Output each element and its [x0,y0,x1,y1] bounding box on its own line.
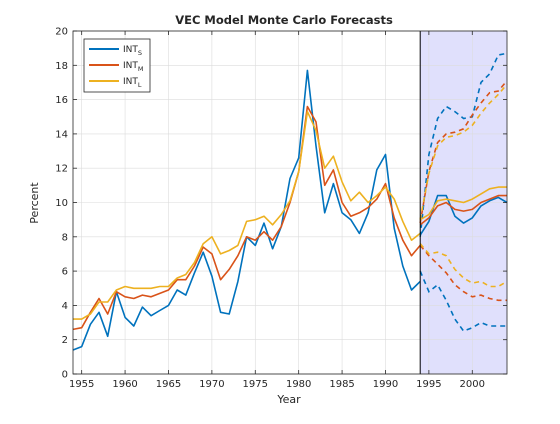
forecast-upper-int-m [419,80,508,224]
legend-entry-int-s: INTS [89,45,142,57]
x-tick-label: 1995 [416,379,441,390]
forecast-lower-int-s [419,270,507,333]
x-tick-label: 1985 [329,379,354,390]
y-axis-label: Percent [28,182,41,224]
legend: INTS INTM INTL [83,38,151,93]
x-tick-label: 1975 [243,379,268,390]
y-tick-label: 2 [62,335,68,346]
x-axis-label: Year [276,393,301,406]
x-tick-label: 1965 [156,379,181,390]
legend-label-int-l: INT [123,77,138,87]
x-tick-label: 2000 [460,379,485,390]
x-tick-label: 1955 [69,379,94,390]
forecast-mean-int-l [419,186,507,221]
y-tick-label: 16 [55,95,68,106]
legend-subscript-int-s: S [138,49,142,57]
y-tick-label: 8 [62,232,68,243]
series-layer [72,52,508,351]
legend-entry-int-m: INTM [89,61,144,73]
legend-label-int-s: INT [123,45,138,55]
x-tick-label: 1980 [286,379,311,390]
legend-entry-int-l: INTL [89,77,142,89]
legend-subscript-int-m: M [138,65,144,73]
forecast-lower-int-m [419,244,507,302]
series-line-int-l [73,110,421,320]
forecast-upper-int-s [419,52,508,237]
x-tick-label: 1970 [199,379,224,390]
forecast-mean-int-m [419,194,507,226]
forecast-upper-int-l [419,83,508,220]
series-line-int-m [72,105,421,331]
forecast-lower-int-l [419,243,508,288]
y-tick-label: 20 [55,27,68,38]
y-tick-label: 6 [62,267,68,278]
x-tick-label: 1960 [112,379,137,390]
y-tick-label: 4 [62,301,68,312]
chart-title: VEC Model Monte Carlo Forecasts [175,13,393,27]
svg-text:INTL: INTL [123,77,142,89]
y-tick-label: 14 [55,129,68,140]
y-tick-label: 12 [55,164,68,175]
y-tick-label: 0 [62,370,68,381]
legend-label-int-m: INT [123,61,138,71]
y-tick-label: 18 [55,61,68,72]
legend-subscript-int-l: L [138,81,142,89]
svg-text:INTM: INTM [123,61,144,73]
x-tick-label: 1990 [373,379,398,390]
axis-ticks: 1955 1960 1965 1970 1975 1980 1985 1990 1995 2000… [55,27,507,390]
y-tick-label: 10 [55,198,68,209]
svg-text:INTS: INTS [123,45,142,57]
